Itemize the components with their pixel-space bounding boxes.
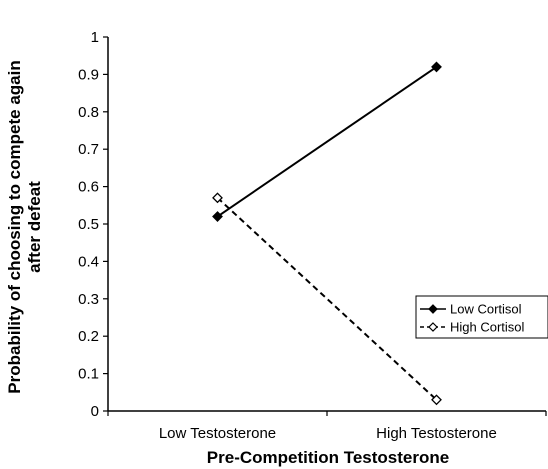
y-tick-label: 0.6 [78,179,99,196]
x-axis-title: Pre-Competition Testosterone [207,448,449,467]
series-layer [212,61,442,406]
legend-marker-0 [428,304,438,314]
legend-marker-1 [428,322,438,332]
y-tick-label: 0.1 [78,366,99,383]
y-tick-label: 0.4 [78,253,99,270]
y-axis-title-line2: after defeat [25,181,44,273]
y-axis-title-line1: Probability of choosing to compete again [5,60,24,393]
x-tick-label: High Testosterone [376,425,497,442]
series-point-0 [212,211,223,222]
legend-label-1: High Cortisol [450,320,525,335]
y-tick-label: 0.5 [78,216,99,233]
y-tick-label: 0.2 [78,328,99,345]
series-point-1 [431,394,442,406]
series-line-0 [216,66,438,218]
series-point-1 [212,192,223,204]
y-tick-label: 0.3 [78,291,99,308]
series-point-0 [431,61,442,73]
y-tick-label: 1 [91,29,99,46]
legend-box [415,295,548,339]
legend: Low Cortisol High Cortisol [415,295,548,339]
y-axis: 0 0.1 0.2 0.3 0.4 0.5 0.6 0.7 0.8 0.9 1 [78,29,109,420]
x-axis: Low Testosterone High Testosterone [107,410,547,442]
x-tick-label: Low Testosterone [159,425,276,442]
y-tick-label: 0.7 [78,141,99,158]
y-tick-label: 0 [91,403,99,420]
legend-label-0: Low Cortisol [450,302,522,317]
y-tick-label: 0.9 [78,66,99,83]
y-tick-label: 0.8 [78,104,99,121]
series-line-1 [216,197,438,401]
